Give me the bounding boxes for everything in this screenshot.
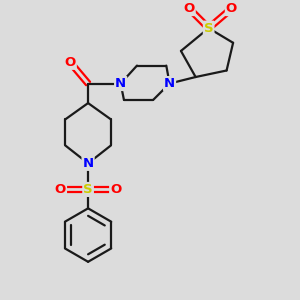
- Text: O: O: [226, 2, 237, 15]
- Text: S: S: [83, 183, 93, 196]
- Text: S: S: [204, 22, 214, 34]
- Text: N: N: [164, 77, 175, 90]
- Text: O: O: [110, 183, 122, 196]
- Text: O: O: [184, 2, 195, 15]
- Text: N: N: [115, 77, 126, 90]
- Text: N: N: [82, 157, 94, 170]
- Text: O: O: [55, 183, 66, 196]
- Text: O: O: [64, 56, 76, 69]
